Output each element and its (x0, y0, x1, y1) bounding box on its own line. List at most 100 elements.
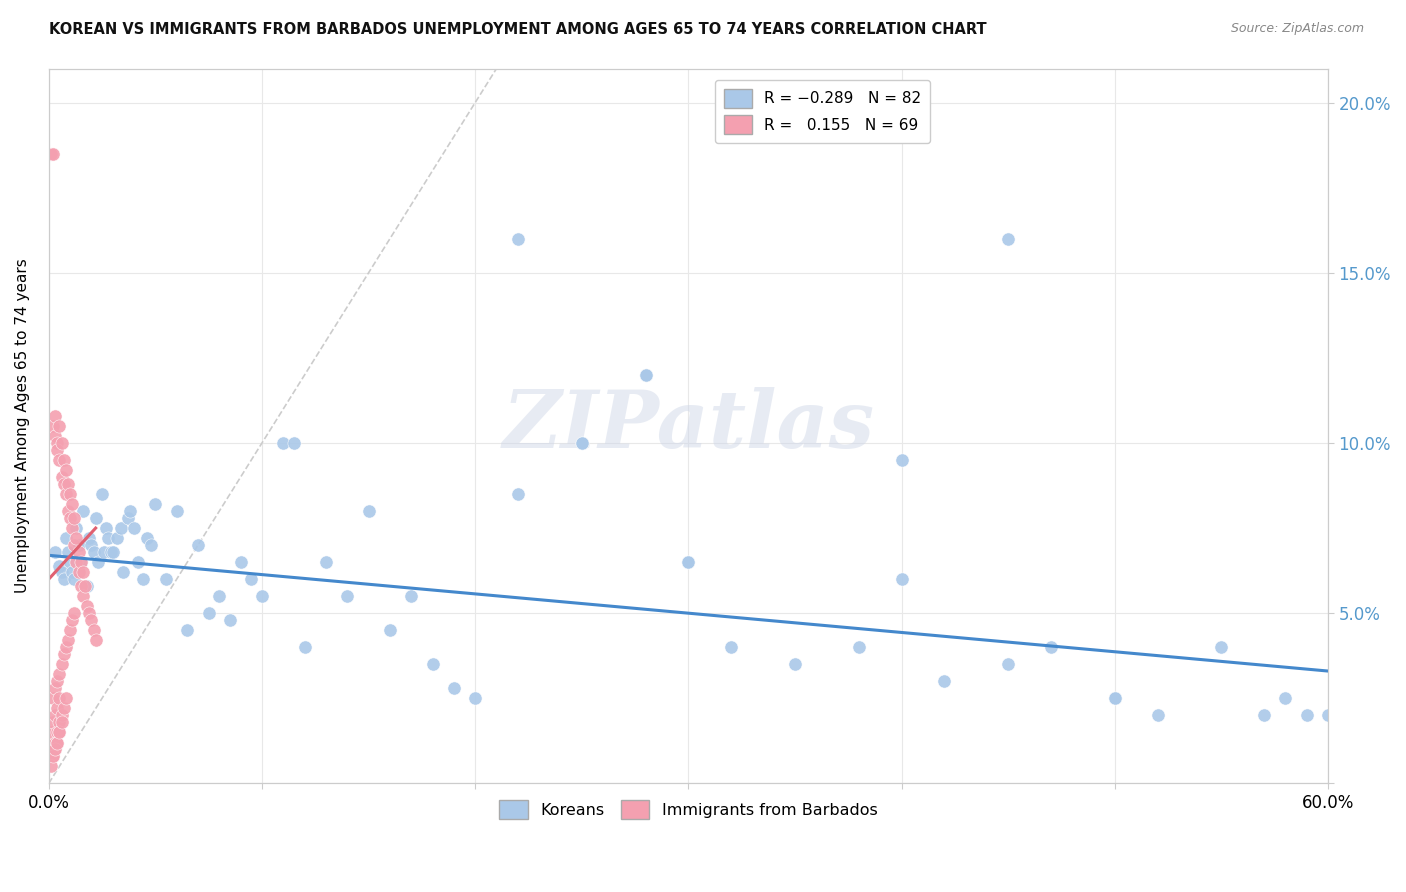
Y-axis label: Unemployment Among Ages 65 to 74 years: Unemployment Among Ages 65 to 74 years (15, 259, 30, 593)
Point (464, 691, 486, 706)
Point (848, 640, 870, 655)
Point (46, 442, 69, 457)
Point (83, 624, 105, 638)
Point (48, 715, 70, 730)
Point (240, 572, 263, 586)
Point (197, 606, 219, 620)
Point (46, 436, 69, 450)
Point (44, 742, 66, 756)
Point (44, 681, 66, 695)
Point (678, 555, 700, 569)
Text: ZIPatlas: ZIPatlas (502, 387, 875, 465)
Point (42, 691, 65, 706)
Point (44, 708, 66, 723)
Point (51, 470, 73, 484)
Point (678, 555, 700, 569)
Point (378, 624, 401, 638)
Point (135, 531, 157, 545)
Point (399, 589, 422, 603)
Point (176, 624, 198, 638)
Point (44, 735, 66, 749)
Point (48, 419, 70, 434)
Point (42, 146, 65, 161)
Point (56, 545, 79, 559)
Point (46, 725, 69, 739)
Point (139, 538, 162, 552)
Point (1104, 691, 1126, 706)
Legend: Koreans, Immigrants from Barbados: Koreans, Immigrants from Barbados (492, 793, 884, 825)
Point (72, 566, 94, 580)
Point (166, 504, 188, 518)
Point (60, 613, 83, 627)
Point (52, 476, 75, 491)
Point (46, 735, 69, 749)
Point (63, 572, 86, 586)
Text: KOREAN VS IMMIGRANTS FROM BARBADOS UNEMPLOYMENT AMONG AGES 65 TO 74 YEARS CORREL: KOREAN VS IMMIGRANTS FROM BARBADOS UNEMP… (49, 22, 987, 37)
Point (56, 504, 79, 518)
Point (250, 589, 273, 603)
Point (208, 589, 231, 603)
Point (48, 725, 70, 739)
Point (63, 538, 86, 552)
Point (76, 579, 98, 593)
Point (84, 633, 107, 648)
Point (44, 742, 66, 756)
Point (51, 715, 73, 730)
Point (117, 511, 139, 525)
Point (84, 511, 107, 525)
Point (51, 566, 73, 580)
Point (63, 606, 86, 620)
Point (91, 487, 114, 501)
Point (93, 545, 115, 559)
Point (69, 555, 91, 569)
Point (63, 511, 86, 525)
Point (101, 545, 124, 559)
Point (46, 674, 69, 689)
Point (720, 640, 742, 655)
Point (48, 725, 70, 739)
Point (65, 531, 87, 545)
Point (73, 579, 96, 593)
Point (283, 436, 305, 450)
Point (67, 566, 90, 580)
Point (122, 521, 145, 535)
Point (60, 566, 83, 580)
Point (67, 538, 90, 552)
Point (65, 555, 87, 569)
Point (60, 521, 83, 535)
Point (571, 436, 593, 450)
Point (46, 701, 69, 715)
Point (48, 453, 70, 467)
Point (357, 504, 380, 518)
Point (42, 715, 65, 730)
Point (80, 613, 103, 627)
Point (59, 487, 82, 501)
Point (39, 146, 62, 161)
Point (48, 558, 70, 573)
Point (100, 545, 122, 559)
Point (44, 409, 66, 423)
Point (997, 657, 1019, 672)
Point (1211, 640, 1233, 655)
Point (1039, 640, 1062, 655)
Point (127, 555, 149, 569)
Point (77, 606, 100, 620)
Point (42, 749, 65, 764)
Point (87, 555, 110, 569)
Point (59, 624, 82, 638)
Text: Source: ZipAtlas.com: Source: ZipAtlas.com (1230, 22, 1364, 36)
Point (72, 589, 94, 603)
Point (422, 657, 444, 672)
Point (571, 436, 593, 450)
Point (1295, 708, 1317, 723)
Point (118, 504, 141, 518)
Point (56, 633, 79, 648)
Point (315, 555, 337, 569)
Point (890, 453, 912, 467)
Point (51, 436, 73, 450)
Point (105, 531, 128, 545)
Point (634, 368, 657, 382)
Point (65, 521, 87, 535)
Point (52, 453, 75, 467)
Point (59, 511, 82, 525)
